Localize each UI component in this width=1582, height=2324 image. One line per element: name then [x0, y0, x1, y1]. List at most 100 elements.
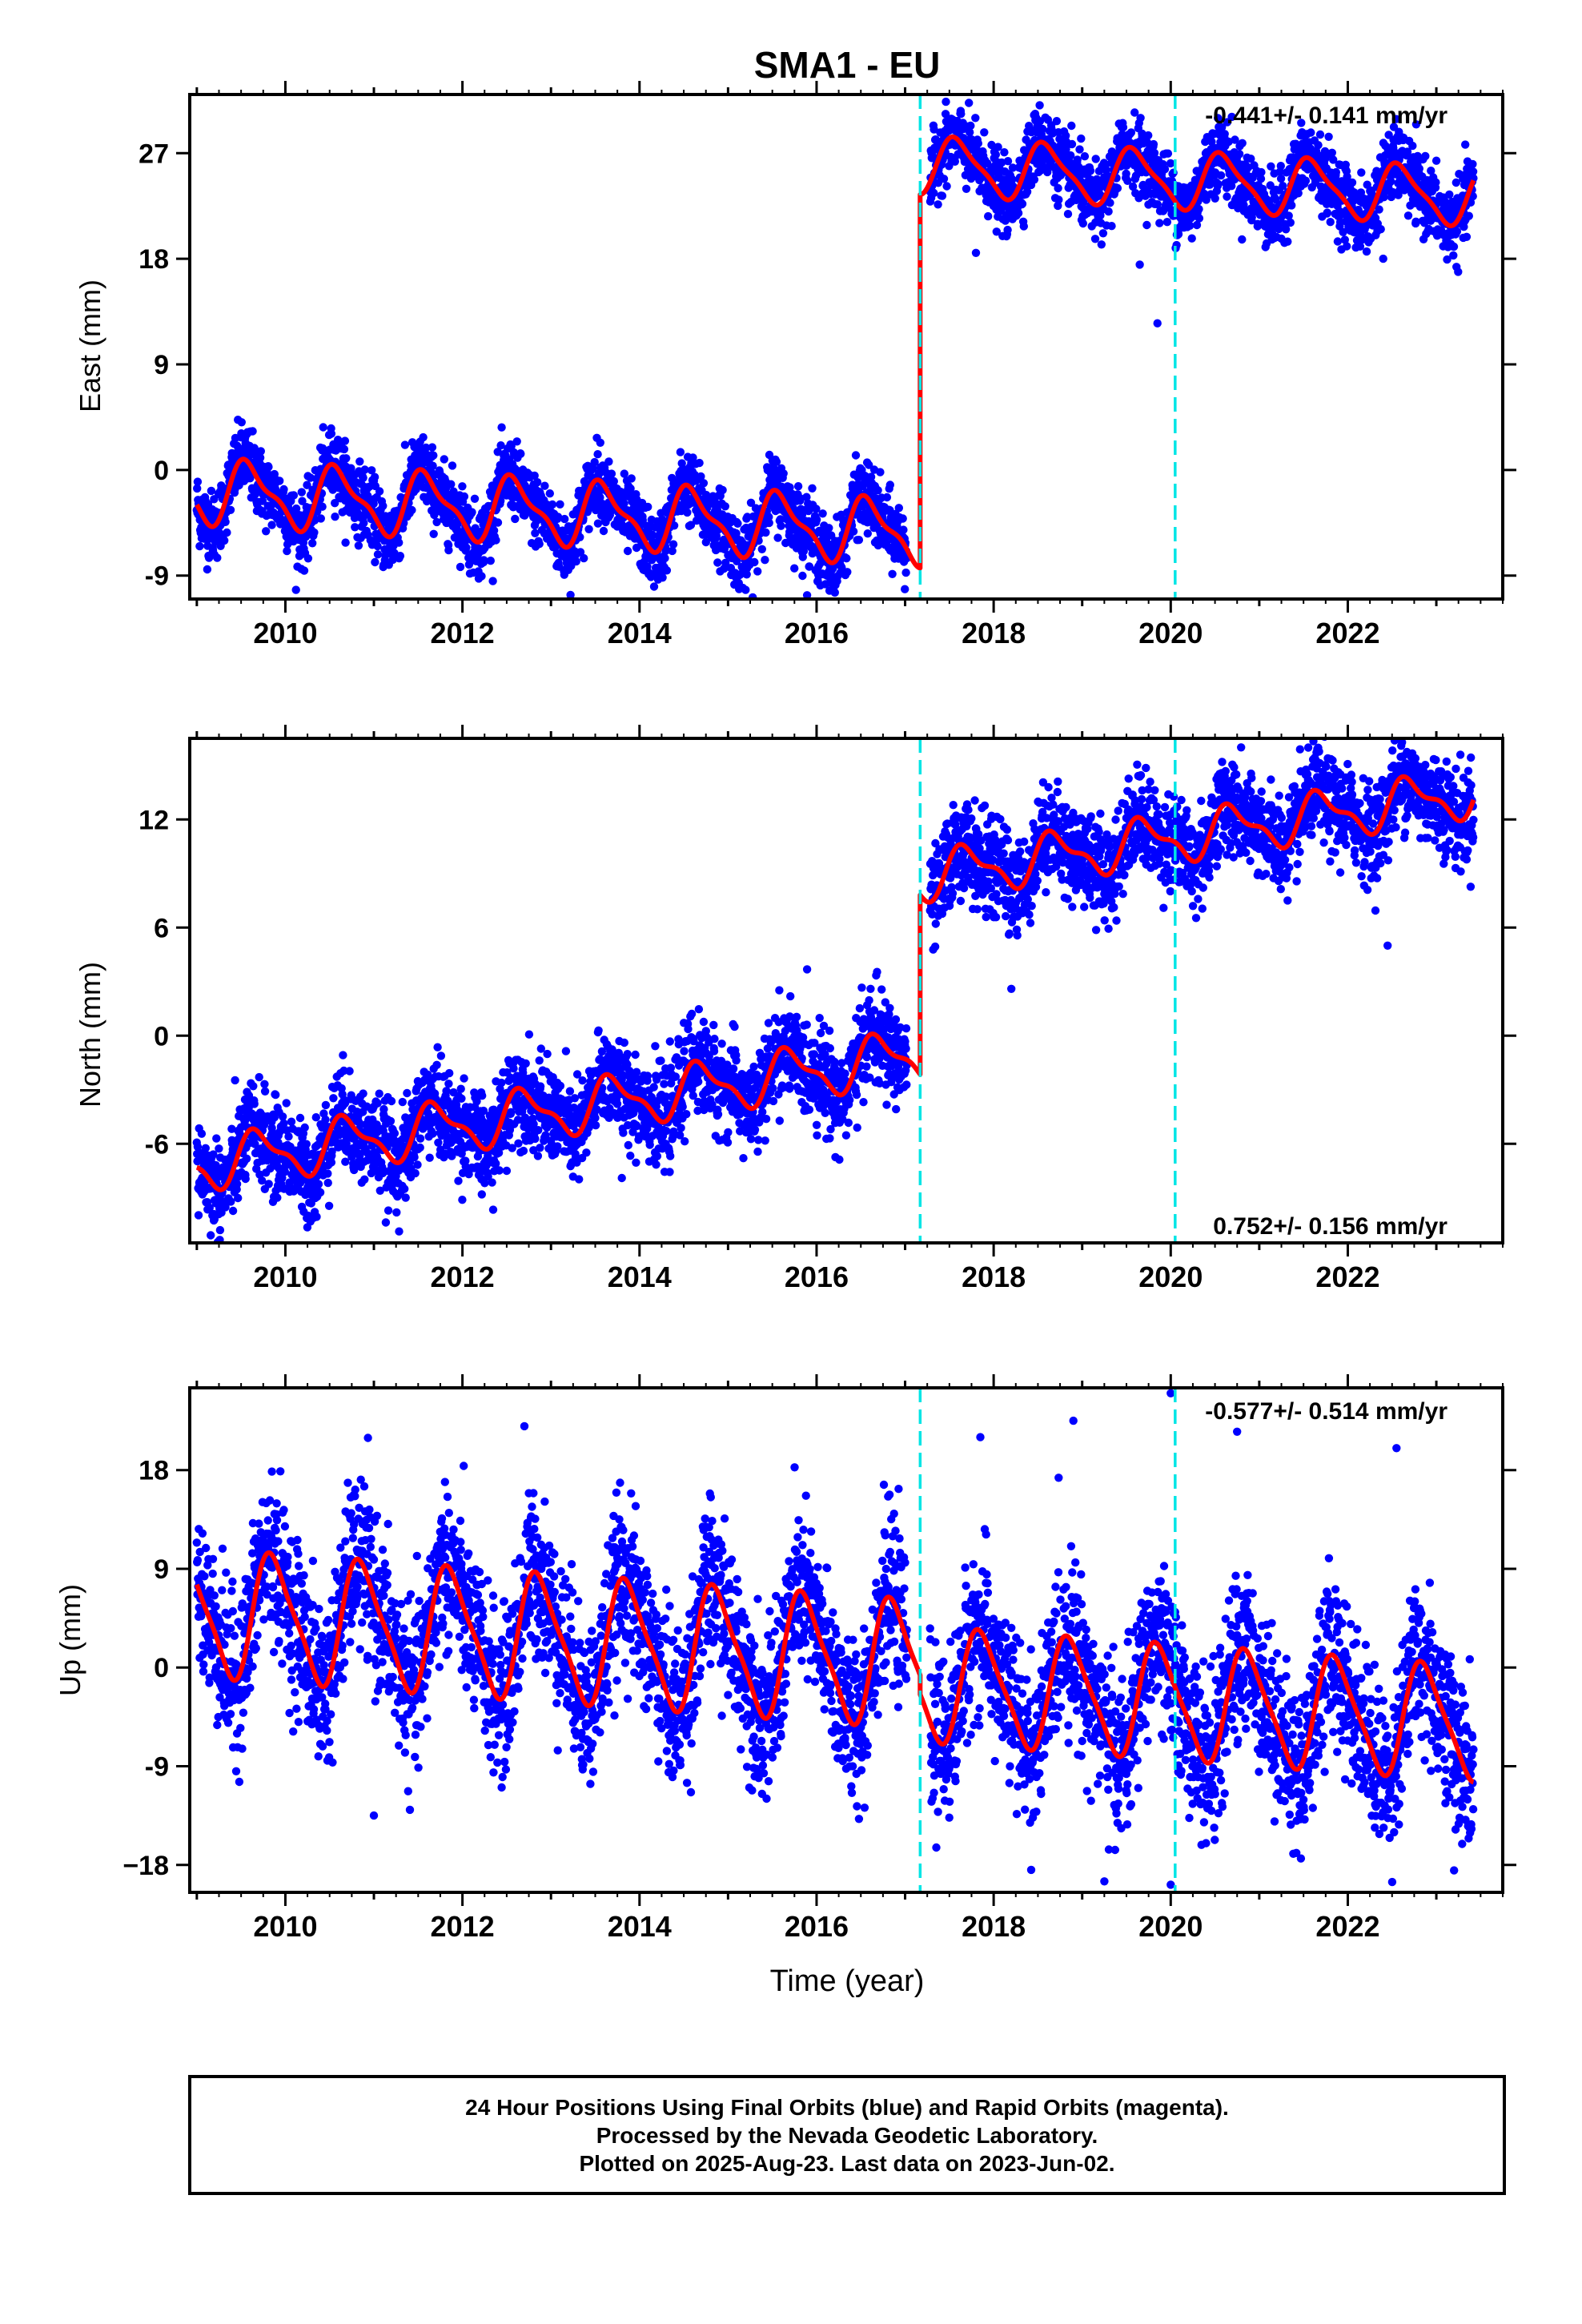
east-data-point	[298, 497, 307, 505]
north-data-point	[249, 1082, 258, 1091]
east-data-point	[721, 502, 729, 511]
east-outlier-point	[1153, 319, 1162, 328]
east-data-point	[1003, 225, 1012, 235]
east-data-point	[721, 558, 730, 567]
east-data-point	[1276, 162, 1286, 171]
east-data-point	[1206, 180, 1215, 189]
east-data-point	[1403, 211, 1413, 220]
east-data-point	[1284, 211, 1293, 220]
east-data-point	[1080, 152, 1090, 161]
east-data-point	[1067, 121, 1076, 131]
east-data-point	[779, 469, 788, 478]
east-data-point	[991, 150, 1001, 159]
east-data-point	[1153, 200, 1162, 209]
north-data-point	[273, 1193, 282, 1202]
north-data-point	[271, 1090, 280, 1100]
east-data-point	[1386, 177, 1395, 186]
east-data-point	[854, 536, 864, 545]
east-data-point	[516, 449, 525, 458]
east-data-point	[1003, 157, 1013, 166]
east-data-point	[207, 486, 216, 496]
east-data-point	[1214, 114, 1223, 123]
east-data-point	[661, 546, 670, 556]
east-data-point	[203, 565, 212, 574]
east-data-point	[658, 573, 667, 582]
east-data-point	[556, 500, 564, 509]
east-x-tick-label: 2016	[785, 617, 849, 649]
east-data-point	[432, 517, 441, 527]
east-data-point	[373, 550, 383, 559]
east-outlier-point	[971, 248, 981, 257]
east-data-point	[1097, 240, 1106, 249]
east-data-point	[1067, 139, 1077, 149]
east-rate-label: -0.441+/- 0.141 mm/yr	[1205, 103, 1447, 129]
east-data-point	[950, 157, 960, 166]
east-data-point	[1186, 221, 1195, 230]
north-data-point	[215, 1225, 225, 1235]
east-data-point	[291, 585, 300, 594]
east-data-point	[765, 513, 773, 521]
east-data-point	[1066, 151, 1075, 160]
east-data-point	[493, 448, 502, 456]
east-y-tick-label: 0	[154, 456, 169, 486]
east-data-point	[1449, 242, 1459, 251]
east-data-point	[1038, 124, 1047, 134]
east-data-point	[342, 454, 351, 463]
east-y-tick-label: 18	[139, 244, 169, 275]
east-x-tick-label: 2014	[608, 617, 672, 649]
east-data-point	[1162, 218, 1172, 227]
east-data-point	[1266, 181, 1275, 190]
east-data-point	[331, 499, 339, 508]
east-data-point	[1192, 220, 1202, 230]
east-data-point	[1279, 182, 1287, 191]
east-x-tick-label: 2010	[253, 617, 317, 649]
east-data-point	[1126, 128, 1136, 137]
east-data-point	[676, 448, 685, 456]
east-data-point	[1122, 169, 1130, 179]
east-data-point	[531, 529, 540, 537]
east-data-point	[777, 521, 785, 530]
east-data-point	[1160, 165, 1170, 174]
east-data-point	[1339, 227, 1347, 236]
east-data-point	[1022, 187, 1032, 196]
east-data-point	[449, 487, 458, 496]
east-data-point	[1227, 112, 1236, 122]
east-data-point	[256, 447, 265, 456]
east-data-point	[1275, 224, 1283, 234]
east-data-point	[1340, 235, 1350, 244]
east-data-point	[264, 462, 273, 472]
east-x-tick-label: 2018	[962, 617, 1026, 649]
east-data-point	[1326, 218, 1335, 227]
east-data-point	[1286, 218, 1295, 227]
east-data-point	[408, 505, 416, 515]
east-data-point	[535, 540, 544, 549]
east-data-point	[279, 485, 288, 494]
east-data-point	[440, 455, 448, 464]
east-data-point	[604, 457, 613, 466]
east-data-point	[683, 508, 692, 517]
east-data-point	[447, 480, 456, 489]
east-data-point	[689, 453, 697, 462]
east-data-point	[798, 571, 807, 581]
east-data-point	[341, 538, 350, 547]
east-data-point	[1449, 251, 1458, 260]
north-data-point	[194, 1211, 203, 1220]
east-data-point	[1077, 134, 1086, 143]
east-data-point	[509, 501, 518, 510]
east-data-point	[873, 486, 882, 495]
east-data-point	[607, 469, 616, 478]
east-data-point	[974, 139, 983, 148]
east-data-point	[497, 423, 506, 432]
east-data-point	[1019, 222, 1029, 231]
east-data-point	[400, 440, 410, 449]
east-data-point	[220, 536, 229, 545]
east-data-point	[1149, 139, 1158, 149]
east-data-point	[949, 82, 957, 90]
east-data-point	[1104, 207, 1113, 216]
east-data-point	[930, 188, 938, 198]
east-data-point	[299, 566, 309, 575]
east-outlier-point	[1135, 260, 1144, 269]
east-data-point	[901, 568, 910, 577]
east-data-point	[757, 545, 766, 553]
east-data-point	[1441, 198, 1450, 207]
